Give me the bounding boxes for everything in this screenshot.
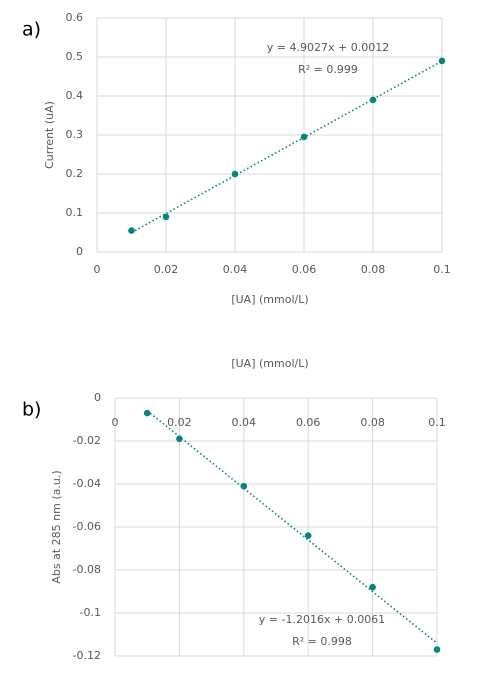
- x-tick-label: 0: [94, 263, 101, 276]
- x-tick-label: 0.06: [296, 416, 321, 429]
- y-tick-label: -0.08: [73, 563, 101, 576]
- data-point: [438, 57, 446, 65]
- y-tick-label: -0.04: [73, 477, 101, 490]
- y-tick-label: 0: [94, 391, 101, 404]
- y-tick-label: 0.6: [66, 11, 84, 24]
- trendline-r-squared: R² = 0.998: [292, 635, 352, 648]
- x-tick-label: 0.08: [360, 416, 385, 429]
- y-tick-label: 0.2: [66, 167, 84, 180]
- panel-label: b): [22, 399, 41, 421]
- trendline: [131, 60, 443, 234]
- y-tick-label: -0.06: [73, 520, 101, 533]
- data-point: [240, 482, 248, 490]
- data-point: [128, 227, 135, 234]
- x-tick-label: 0.04: [223, 263, 248, 276]
- y-tick-label: 0.3: [66, 128, 84, 141]
- data-point: [433, 646, 441, 653]
- x-tick-label: 0.08: [361, 263, 386, 276]
- data-point: [369, 583, 376, 591]
- trendline-r-squared: R² = 0.999: [298, 63, 358, 76]
- y-tick-label: 0: [76, 245, 83, 258]
- x-tick-label: 0.04: [232, 416, 257, 429]
- y-tick-label: 0.4: [66, 89, 84, 102]
- y-tick-label: -0.12: [73, 649, 101, 662]
- y-axis-label: Abs at 285 nm (a.u.): [50, 470, 63, 583]
- data-point: [369, 96, 377, 104]
- data-point: [143, 409, 151, 417]
- y-tick-label: 0.1: [66, 206, 84, 219]
- data-point: [231, 170, 239, 178]
- data-point: [176, 435, 183, 443]
- x-axis-label: [UA] (mmol/L): [231, 357, 308, 370]
- x-axis-label: [UA] (mmol/L): [231, 293, 308, 306]
- x-tick-label: 0.1: [428, 416, 446, 429]
- data-point: [162, 213, 170, 221]
- data-point: [304, 532, 312, 539]
- y-tick-label: 0.5: [66, 50, 84, 63]
- trendline-equation: y = -1.2016x + 0.0061: [259, 613, 385, 626]
- x-tick-label: 0.1: [433, 263, 451, 276]
- y-tick-label: -0.02: [73, 434, 101, 447]
- y-axis-label: Current (uA): [43, 101, 56, 169]
- x-tick-label: 0.02: [167, 416, 192, 429]
- panel-label: a): [22, 19, 41, 41]
- y-tick-label: -0.1: [80, 606, 101, 619]
- x-tick-label: 0.06: [292, 263, 317, 276]
- trendline-equation: y = 4.9027x + 0.0012: [267, 41, 389, 54]
- data-point: [300, 133, 308, 141]
- x-tick-label: 0: [112, 416, 119, 429]
- x-tick-label: 0.02: [154, 263, 179, 276]
